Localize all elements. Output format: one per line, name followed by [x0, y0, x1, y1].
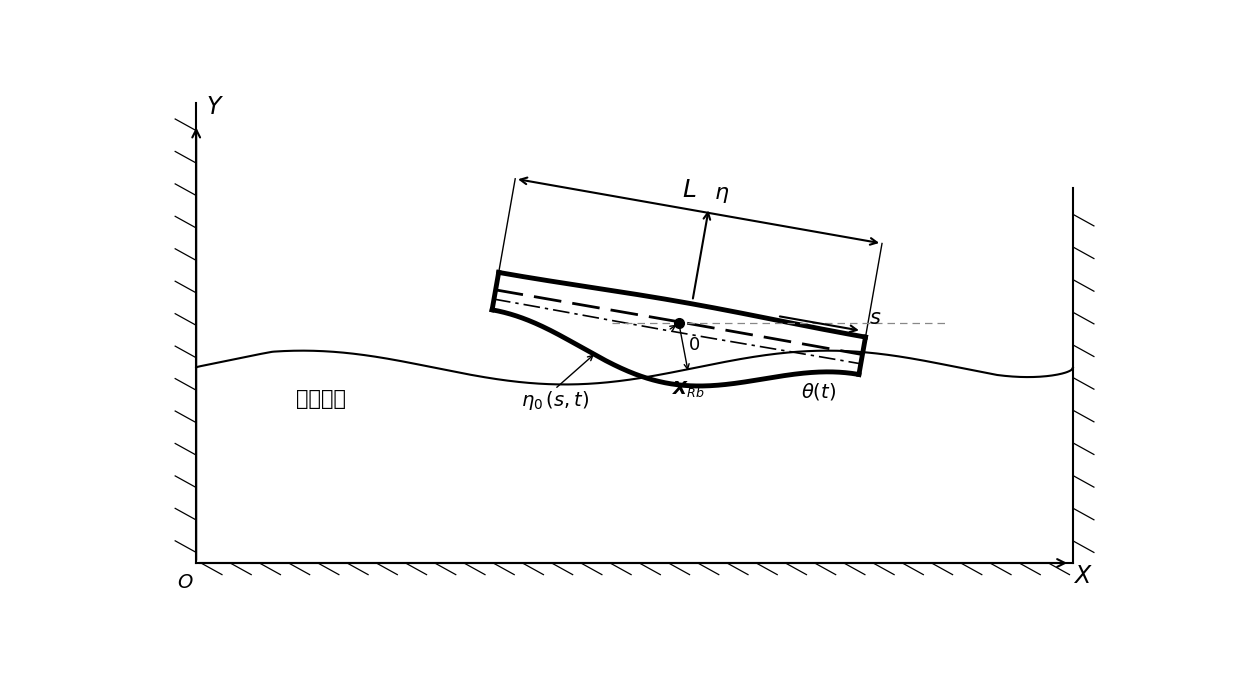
Text: $X$: $X$ — [1073, 563, 1092, 587]
Text: $\boldsymbol{X}_{Rb}$: $\boldsymbol{X}_{Rb}$ — [672, 379, 706, 399]
Text: $\theta(t)$: $\theta(t)$ — [801, 381, 837, 402]
Text: $0$: $0$ — [688, 336, 701, 355]
Text: $\eta_0\,(s,t)$: $\eta_0\,(s,t)$ — [521, 389, 589, 412]
Text: $Y$: $Y$ — [206, 95, 223, 119]
Text: $s$: $s$ — [869, 308, 882, 328]
Text: 自由液面: 自由液面 — [296, 389, 346, 410]
Text: $O$: $O$ — [177, 573, 193, 591]
Text: $L$: $L$ — [682, 178, 697, 202]
Text: $\eta$: $\eta$ — [714, 185, 729, 205]
